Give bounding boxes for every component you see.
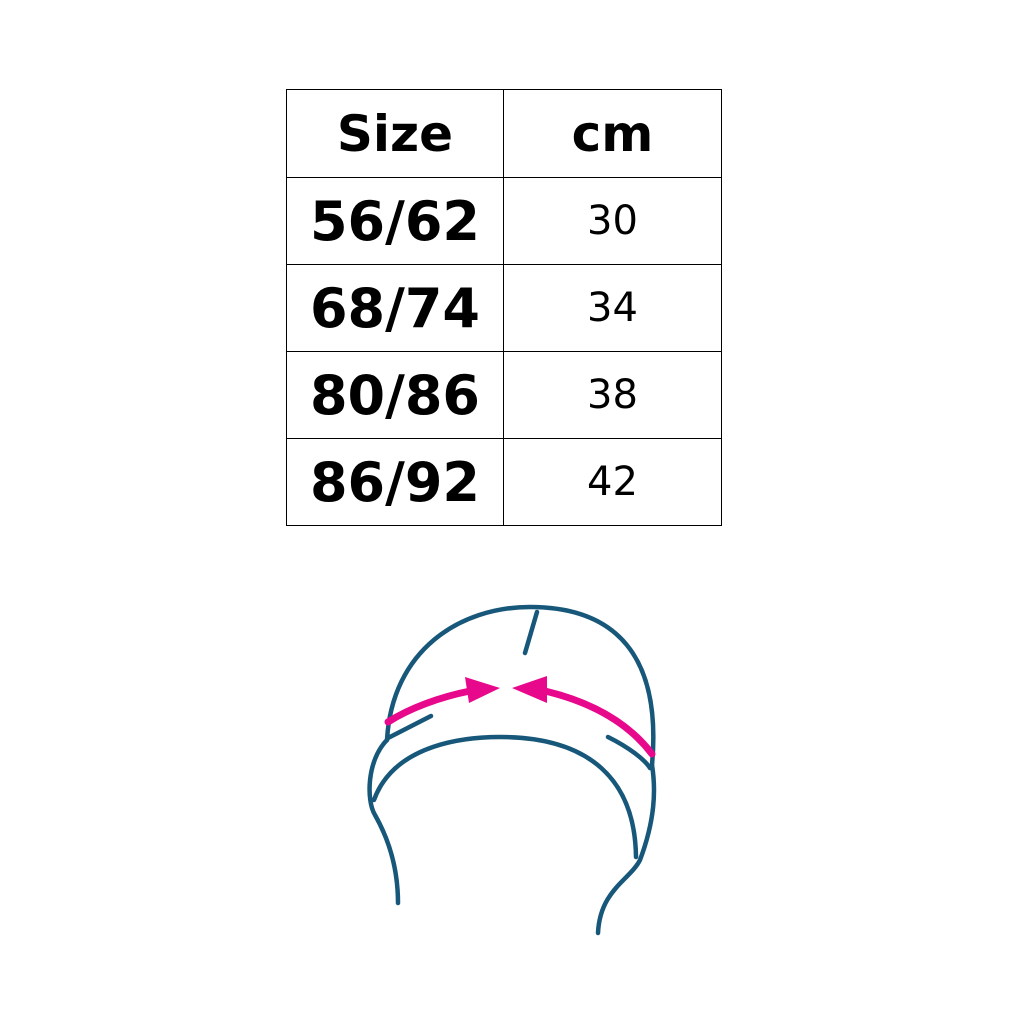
- size-table: Size cm 56/62 30 68/74 34 80/86 38 86/92…: [286, 89, 722, 526]
- cm-cell: 38: [503, 351, 722, 439]
- hat-outline-icon: [367, 604, 657, 936]
- table-row: 86/92 42: [286, 438, 722, 526]
- size-cell: 68/74: [286, 264, 504, 352]
- header-cm: cm: [503, 89, 722, 178]
- table-row: 80/86 38: [286, 351, 722, 439]
- cm-cell: 34: [503, 264, 722, 352]
- size-cell: 56/62: [286, 177, 504, 265]
- cm-cell: 42: [503, 438, 722, 526]
- measurement-arrows-icon: [384, 676, 656, 758]
- header-size: Size: [286, 89, 504, 178]
- size-cell: 86/92: [286, 438, 504, 526]
- table-header-row: Size cm: [286, 89, 722, 178]
- table-row: 68/74 34: [286, 264, 722, 352]
